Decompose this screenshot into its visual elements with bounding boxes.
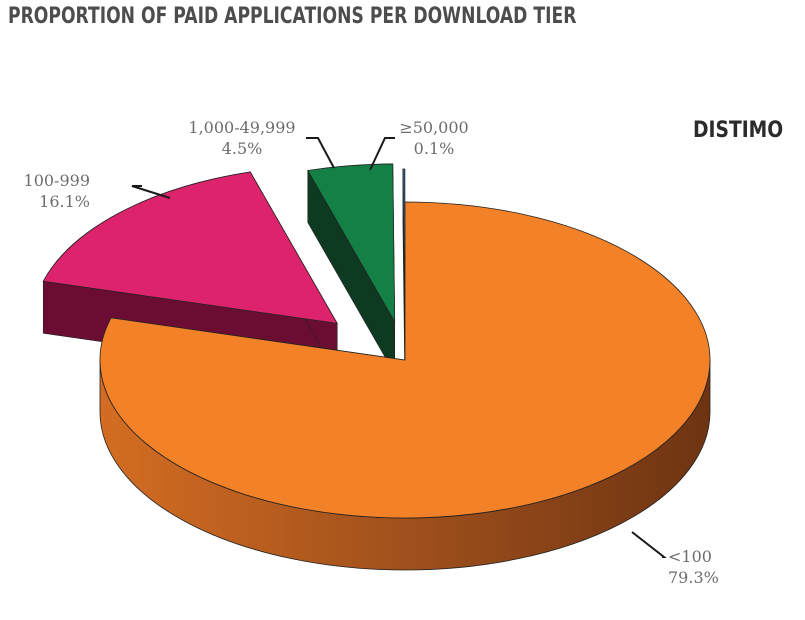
value-label-lt100: 79.3% bbox=[668, 568, 719, 587]
slice-gte50000 bbox=[402, 168, 406, 380]
slice-1000-49999 bbox=[307, 163, 396, 376]
value-label-gte50000: 0.1% bbox=[414, 139, 455, 158]
leader-line-1000-49999 bbox=[306, 137, 335, 169]
category-label-100-999: 100-999 bbox=[24, 171, 90, 190]
slice-lt100 bbox=[99, 201, 711, 571]
chart-title: PROPORTION OF PAID APPLICATIONS PER DOWN… bbox=[8, 4, 577, 29]
distimo-logo: DISTIMO bbox=[693, 118, 784, 143]
leader-line-gte50000 bbox=[369, 137, 395, 171]
category-label-lt100: <100 bbox=[668, 547, 712, 566]
value-label-1000-49999: 4.5% bbox=[222, 139, 263, 158]
category-label-1000-49999: 1,000-49,999 bbox=[188, 118, 295, 137]
category-label-gte50000: ≥50,000 bbox=[399, 118, 468, 137]
value-label-100-999: 16.1% bbox=[39, 192, 90, 211]
leader-line-lt100 bbox=[631, 531, 667, 558]
leader-line-100-999 bbox=[131, 185, 171, 199]
